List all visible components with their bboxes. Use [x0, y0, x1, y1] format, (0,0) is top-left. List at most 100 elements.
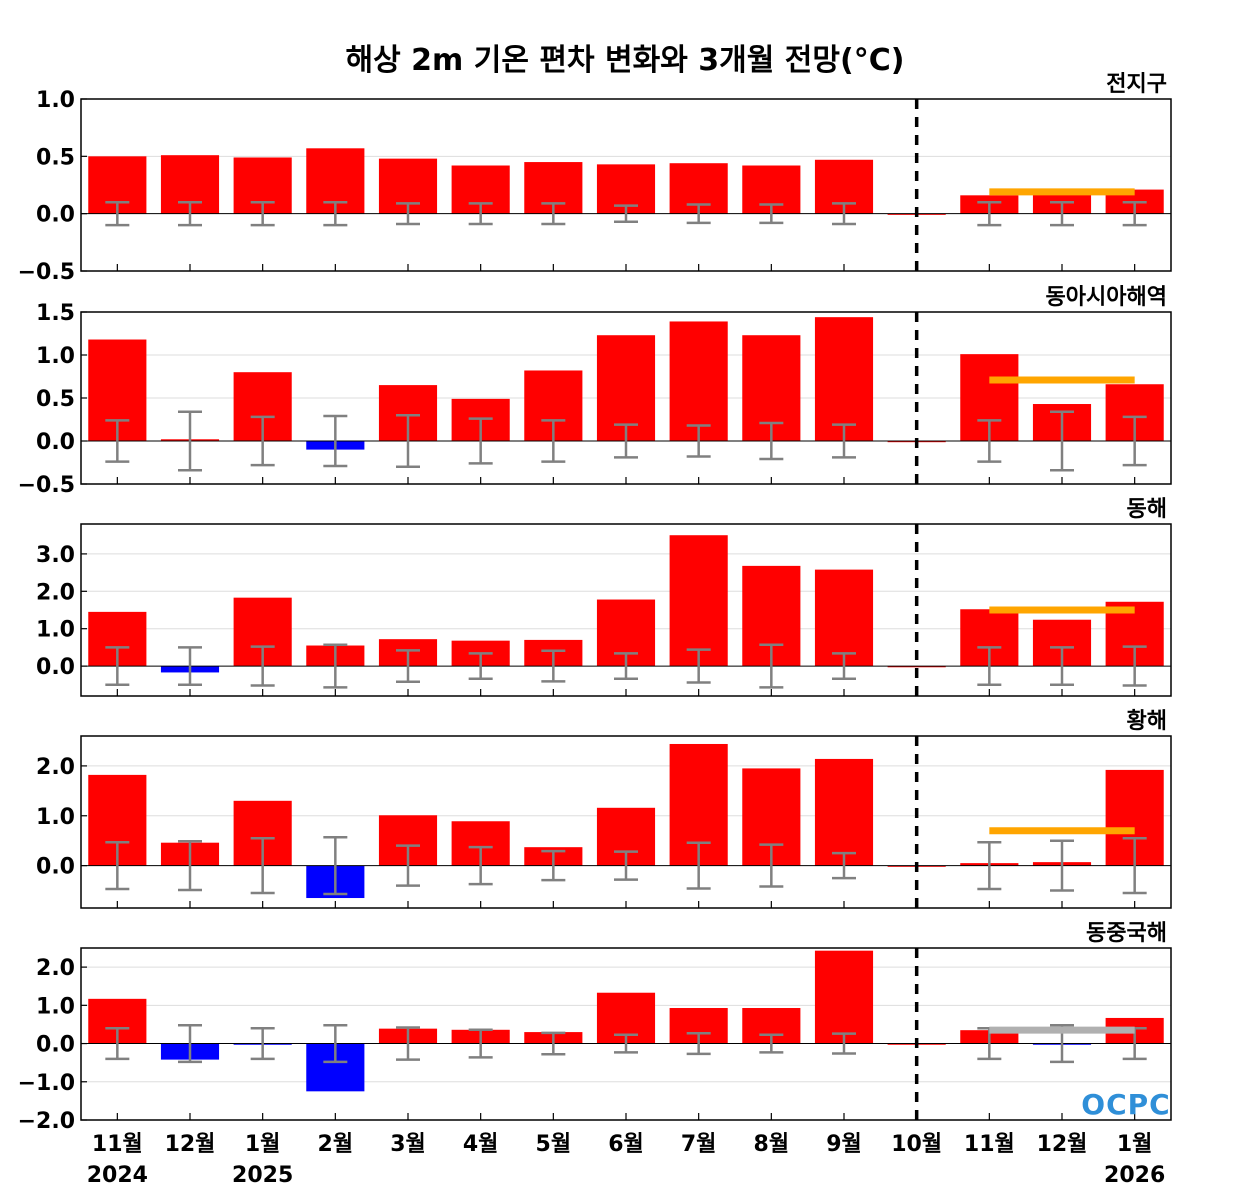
x-tick-label: 6월	[608, 1132, 644, 1157]
x-tick-label: 7월	[681, 1132, 717, 1157]
errorbar	[468, 202, 493, 226]
bar-9월	[814, 758, 874, 866]
errorbar	[759, 203, 784, 225]
errorbar	[1122, 836, 1147, 895]
year-label: 2025	[232, 1163, 293, 1188]
panel-4: 0.0 1.0 2.0 황해	[36, 709, 1172, 909]
y-tick-label: −1.0	[18, 1071, 75, 1096]
x-tick-label: 8월	[754, 1132, 790, 1157]
x-axis-labels: 11월 12월 1월 2월 3월 4월 5월 6월 7월 8월 9월 10월 11월 12월 1월 2024 2…	[87, 1132, 1166, 1188]
panel-title: 전지구	[1106, 72, 1167, 97]
x-tick-label: 11월	[92, 1132, 143, 1157]
errorbar	[541, 419, 566, 463]
chart-title: 해상 2m 기온 편차 변화와 3개월 전망(°C)	[346, 43, 905, 78]
y-tick-label: 1.0	[36, 805, 75, 830]
errorbar	[759, 843, 784, 888]
x-tick-label: 9월	[826, 1132, 862, 1157]
y-tick-label: 0.0	[36, 1033, 75, 1058]
errorbar	[1122, 415, 1147, 467]
y-tick-label: −0.5	[18, 260, 75, 285]
y-tick-label: 1.0	[36, 344, 75, 369]
errorbar	[250, 200, 275, 227]
errorbar	[396, 1026, 420, 1061]
x-tick-label: 12월	[1037, 1132, 1088, 1157]
errorbar	[396, 413, 420, 469]
y-tick-label: 2.0	[36, 956, 75, 981]
errorbar	[105, 200, 130, 227]
x-tick-label: 10월	[891, 1132, 942, 1157]
errorbar	[468, 652, 493, 681]
errorbar	[614, 850, 638, 881]
errorbar	[541, 1031, 566, 1056]
panels-container: −0.5 0.0 0.5 1.0 전지구 −0.5 0.0 0.5 1.0 1.5 동아시아해역 0.…	[18, 72, 1172, 1134]
errorbar	[832, 423, 856, 459]
panel-title: 동아시아해역	[1046, 285, 1167, 310]
errorbar	[977, 646, 1002, 687]
errorbar	[832, 1032, 856, 1055]
errorbar	[832, 851, 856, 880]
errorbar	[541, 849, 566, 882]
panel-frame	[80, 98, 1172, 272]
errorbar	[323, 643, 348, 689]
x-tick-label: 1월	[245, 1132, 281, 1157]
errorbar	[250, 645, 275, 687]
errorbar	[178, 200, 202, 227]
errorbar	[468, 1028, 493, 1059]
errorbar	[541, 202, 566, 226]
y-tick-label: 0.0	[36, 203, 75, 228]
errorbar	[1050, 200, 1074, 227]
bar-9월	[814, 317, 874, 441]
errorbar	[178, 410, 202, 472]
bar-9월	[814, 569, 874, 667]
errorbar	[977, 840, 1002, 891]
x-tick-label: 5월	[536, 1132, 572, 1157]
errorbar	[105, 646, 130, 687]
panel-title: 황해	[1127, 709, 1167, 734]
errorbar	[614, 652, 638, 681]
x-tick-label: 1월	[1117, 1132, 1153, 1157]
y-tick-label: 2.0	[36, 755, 75, 780]
errorbar	[323, 1023, 348, 1064]
errorbar	[1050, 410, 1074, 472]
errorbar	[759, 421, 784, 461]
y-tick-label: −0.5	[18, 473, 75, 498]
y-tick-label: 1.0	[36, 994, 75, 1019]
panel-2: −0.5 0.0 0.5 1.0 1.5 동아시아해역	[18, 285, 1172, 498]
panel-title: 동중국해	[1086, 921, 1167, 946]
errorbar	[178, 646, 202, 687]
errorbar	[977, 200, 1002, 227]
errorbar	[832, 652, 856, 681]
y-tick-label: 0.0	[36, 430, 75, 455]
x-tick-label: 3월	[390, 1132, 426, 1157]
errorbar	[832, 202, 856, 226]
x-tick-label: 2월	[318, 1132, 354, 1157]
panel-1: −0.5 0.0 0.5 1.0 전지구	[18, 72, 1172, 285]
errorbar	[759, 643, 784, 689]
panel-title: 동해	[1127, 497, 1167, 522]
panel-frame	[80, 947, 1172, 1121]
errorbar	[1050, 646, 1074, 687]
errorbar	[323, 835, 348, 896]
errorbar	[105, 419, 130, 463]
y-tick-label: 0.5	[36, 387, 75, 412]
ocpc-logo: OCPC	[1081, 1088, 1170, 1121]
bar-7월	[669, 535, 728, 667]
errorbar	[977, 419, 1002, 463]
x-tick-label: 12월	[165, 1132, 216, 1157]
errorbar	[686, 841, 711, 890]
errorbar	[396, 844, 420, 887]
errorbar	[614, 204, 638, 223]
y-tick-label: 1.5	[36, 301, 75, 326]
errorbar	[323, 414, 348, 468]
errorbar	[250, 415, 275, 467]
errorbar	[1050, 839, 1074, 892]
y-tick-label: 2.0	[36, 580, 75, 605]
ocpc-logo-text: OCPC	[1081, 1088, 1170, 1121]
errorbar	[686, 648, 711, 684]
errorbar	[1122, 645, 1147, 687]
bar-7월	[669, 321, 728, 441]
errorbar	[468, 417, 493, 465]
panel-frame	[80, 523, 1172, 697]
panel-5: −2.0 −1.0 0.0 1.0 2.0 동중국해	[18, 921, 1172, 1134]
